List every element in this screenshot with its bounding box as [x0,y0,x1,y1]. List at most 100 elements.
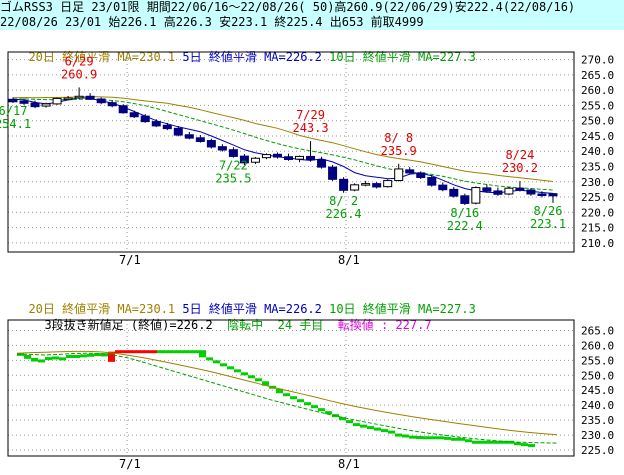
candle-body [272,153,282,158]
brick [402,434,409,438]
brick [444,436,451,440]
count-label: 24 手目 [277,318,324,332]
bottom-y-tick-label: 245.0 [581,384,614,397]
top-y-tick-label: 260.0 [581,84,614,97]
annotation-date: 6/17 [0,104,27,118]
brick [367,426,374,430]
brick [346,420,353,424]
bottom-y-tick-label: 255.0 [581,354,614,367]
top-y-tick-label: 220.0 [581,206,614,219]
brick [234,369,241,373]
brick [381,429,388,433]
bottom-x-tick-labels: 7/1 8/1 [119,457,360,471]
legend-ma20-lower: 20日 終値平滑 MA=230.1 [28,302,176,316]
brick [430,436,437,440]
bottom-y-tick-label: 235.0 [581,414,614,427]
brick [353,423,360,427]
brick [493,440,500,444]
switch-label: 転換値 : 227.7 [337,318,432,332]
top-y-tick-label: 240.0 [581,145,614,158]
annotation-value: 226.4 [326,207,362,221]
candle-body [8,98,18,103]
top-x-tick-labels: 7/1 8/1 [119,253,360,267]
annotation-date: 8/24 [505,148,534,162]
brick [269,385,276,389]
candle-body [19,100,29,104]
top-y-tick-label: 250.0 [581,115,614,128]
brick [94,353,101,357]
top-legend: 20日 終値平滑 MA=230.1 5日 終値平滑 MA=226.2 10日 終… [14,36,476,64]
brick [507,440,514,444]
candle-body [107,102,117,107]
candles [8,87,558,205]
brick [325,411,332,415]
brick [73,354,80,358]
bottom-x-tick-label: 7/1 [119,457,141,471]
candle-body [52,97,62,105]
brick [171,350,178,354]
top-series-line [12,96,554,182]
legend-ma10: 10日 終値平滑 MA=227.3 [329,50,476,64]
candle-body [504,187,514,195]
reversal-label: 陰転中 [227,318,264,332]
brick [192,350,199,354]
candle-body [482,187,492,192]
top-gridlines [8,52,574,252]
brick [395,433,402,437]
top-y-tick-label: 255.0 [581,99,614,112]
bottom-gridlines [8,320,574,456]
candle-body [460,195,470,204]
brick [241,372,248,376]
legend-ma5: 5日 終値平滑 MA=226.2 [182,50,322,64]
annotation-date: 7/29 [296,108,325,122]
annotation-date: 8/ 2 [329,194,358,208]
candle-body [361,183,371,186]
candle-body [548,193,558,197]
brick [45,357,52,361]
brick [276,388,283,394]
brick [59,357,66,361]
candle-body [118,105,128,114]
candle-body [515,187,525,191]
brick [472,440,479,444]
candle-body [317,159,327,168]
brick [318,408,325,412]
brick [178,350,185,354]
top-series-line [13,98,554,191]
candle-body [162,124,172,130]
brick [304,402,311,406]
top-y-tick-label: 235.0 [581,161,614,174]
top-plot-frame [7,51,575,253]
brick [199,350,206,358]
brick [136,350,143,354]
brick [290,396,297,400]
annotation-value: 230.2 [502,161,538,175]
brick [416,435,423,439]
brick [255,378,262,382]
brick-label: 3段抜き新値足 (終値)=226.2 [44,318,213,332]
brick [248,375,255,379]
top-y-tick-label: 245.0 [581,130,614,143]
candle-body [184,134,194,139]
brick [332,414,339,418]
brick [150,350,157,354]
candle-body [63,97,73,101]
annotation-value: 222.4 [447,219,483,233]
candle-body [394,168,404,182]
bottom-y-tick-label: 250.0 [581,369,614,382]
bottom-x-tick-label: 8/1 [338,457,360,471]
brick [80,354,87,358]
bottom-ma-lines [16,350,558,444]
brick [514,442,521,446]
brick [227,366,234,370]
annotation-value: 254.1 [0,117,31,131]
bottom-y-tick-label: 265.0 [581,324,614,337]
brick [528,444,535,448]
brick [521,443,528,447]
bottom-y-tick-label: 260.0 [581,339,614,352]
candle-body [96,98,106,104]
top-y-tick-label: 230.0 [581,176,614,189]
daily-ohlc-readout: 22/08/26 23/01 始226.1 高226.3 安223.1 終225… [0,15,624,30]
candle-body [41,103,51,107]
